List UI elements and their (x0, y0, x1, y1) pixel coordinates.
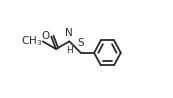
Text: O: O (41, 31, 49, 41)
Text: CH$_3$: CH$_3$ (21, 34, 42, 48)
Text: N: N (66, 28, 73, 38)
Text: H: H (66, 46, 73, 55)
Text: S: S (78, 38, 84, 48)
